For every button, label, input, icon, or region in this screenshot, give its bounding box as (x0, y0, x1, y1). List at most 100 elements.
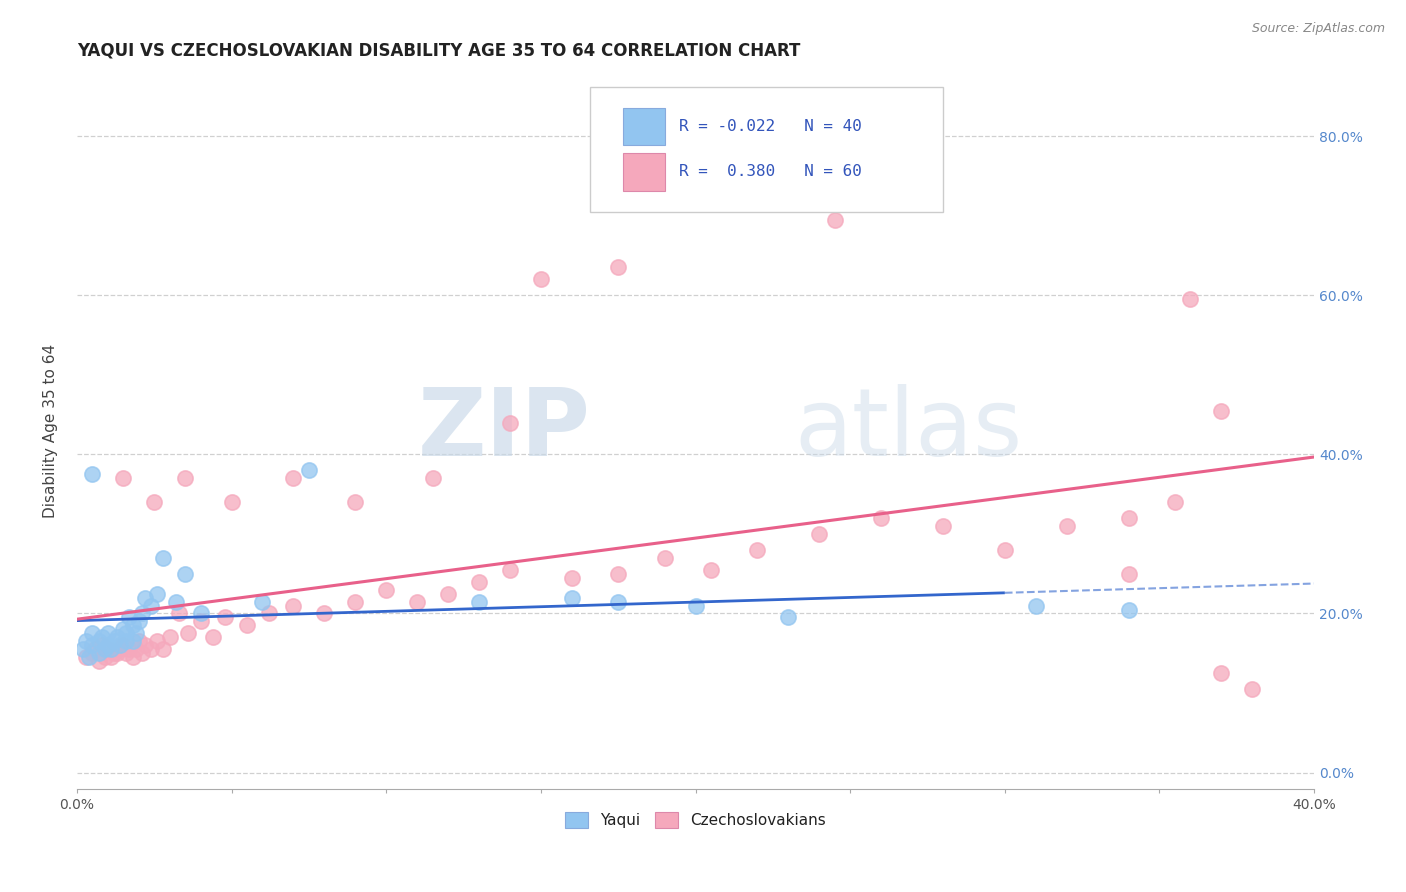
Point (139, 642, 162, 657)
Text: atlas: atlas (794, 384, 1022, 476)
Point (1025, 599, 1047, 613)
Point (607, 566, 630, 581)
Point (165, 594, 187, 608)
Point (437, 586, 460, 600)
Point (1241, 681, 1264, 696)
Point (121, 618, 143, 632)
Point (100, 642, 122, 657)
Point (561, 571, 583, 585)
Point (93, 642, 115, 657)
Point (75, 650, 97, 665)
Point (143, 495, 166, 509)
Point (314, 607, 336, 621)
Point (174, 566, 197, 581)
Y-axis label: Disability Age 35 to 64: Disability Age 35 to 64 (44, 343, 58, 517)
Point (1118, 511, 1140, 525)
Point (607, 260, 630, 275)
Text: ZIP: ZIP (418, 384, 591, 476)
Point (1211, 403, 1233, 417)
Point (103, 634, 125, 648)
Point (97, 642, 120, 657)
Point (257, 607, 280, 621)
Point (406, 594, 429, 608)
Point (167, 607, 190, 621)
Point (530, 272, 553, 286)
Point (252, 594, 274, 608)
Point (82, 638, 104, 652)
Point (932, 519, 955, 533)
Point (75, 634, 97, 648)
Point (152, 550, 174, 565)
Point (298, 463, 321, 477)
Point (468, 594, 491, 608)
Point (870, 511, 893, 525)
FancyBboxPatch shape (623, 108, 665, 145)
Point (174, 471, 197, 485)
Point (808, 527, 831, 541)
Point (422, 471, 444, 485)
Point (118, 610, 141, 624)
Point (103, 646, 125, 660)
Point (112, 471, 135, 485)
Point (201, 631, 224, 645)
Point (90, 631, 112, 645)
FancyBboxPatch shape (591, 87, 943, 212)
Point (100, 650, 122, 665)
Point (1180, 292, 1202, 306)
Point (994, 542, 1017, 557)
Point (499, 416, 522, 430)
Point (607, 594, 630, 608)
FancyBboxPatch shape (623, 153, 665, 191)
Point (1164, 495, 1187, 509)
Point (375, 582, 398, 597)
Point (128, 615, 150, 629)
Point (685, 599, 707, 613)
Point (468, 574, 491, 589)
Point (177, 626, 200, 640)
Point (134, 591, 156, 605)
Point (283, 599, 305, 613)
Point (499, 563, 522, 577)
Point (84, 642, 107, 657)
Point (139, 599, 162, 613)
Point (1118, 602, 1140, 616)
Point (134, 638, 156, 652)
Text: R =  0.380   N = 60: R = 0.380 N = 60 (679, 164, 862, 179)
Point (1056, 519, 1078, 533)
Point (190, 615, 212, 629)
Text: Source: ZipAtlas.com: Source: ZipAtlas.com (1251, 22, 1385, 36)
Point (112, 623, 135, 637)
Point (82, 467, 104, 482)
Point (82, 626, 104, 640)
Point (115, 626, 138, 640)
Point (108, 638, 131, 652)
Point (121, 634, 143, 648)
Point (344, 594, 367, 608)
Text: YAQUI VS CZECHOSLOVAKIAN DISABILITY AGE 35 TO 64 CORRELATION CHART: YAQUI VS CZECHOSLOVAKIAN DISABILITY AGE … (77, 42, 800, 60)
Point (97, 626, 120, 640)
Point (97, 638, 120, 652)
Point (747, 542, 769, 557)
Point (778, 610, 800, 624)
Point (87, 646, 110, 660)
Point (221, 495, 243, 509)
Point (1211, 666, 1233, 681)
Point (146, 634, 169, 648)
Point (236, 618, 259, 632)
Point (700, 563, 723, 577)
Point (118, 642, 141, 657)
Point (115, 646, 138, 660)
Point (121, 650, 143, 665)
Point (1118, 566, 1140, 581)
Point (105, 646, 128, 660)
Point (77, 650, 100, 665)
Point (131, 607, 153, 621)
Point (152, 642, 174, 657)
Text: R = -0.022   N = 40: R = -0.022 N = 40 (679, 120, 862, 135)
Legend: Yaqui, Czechoslovakians: Yaqui, Czechoslovakians (558, 806, 832, 835)
Point (115, 634, 138, 648)
Point (82, 646, 104, 660)
Point (108, 642, 131, 657)
Point (214, 610, 236, 624)
Point (87, 654, 110, 668)
